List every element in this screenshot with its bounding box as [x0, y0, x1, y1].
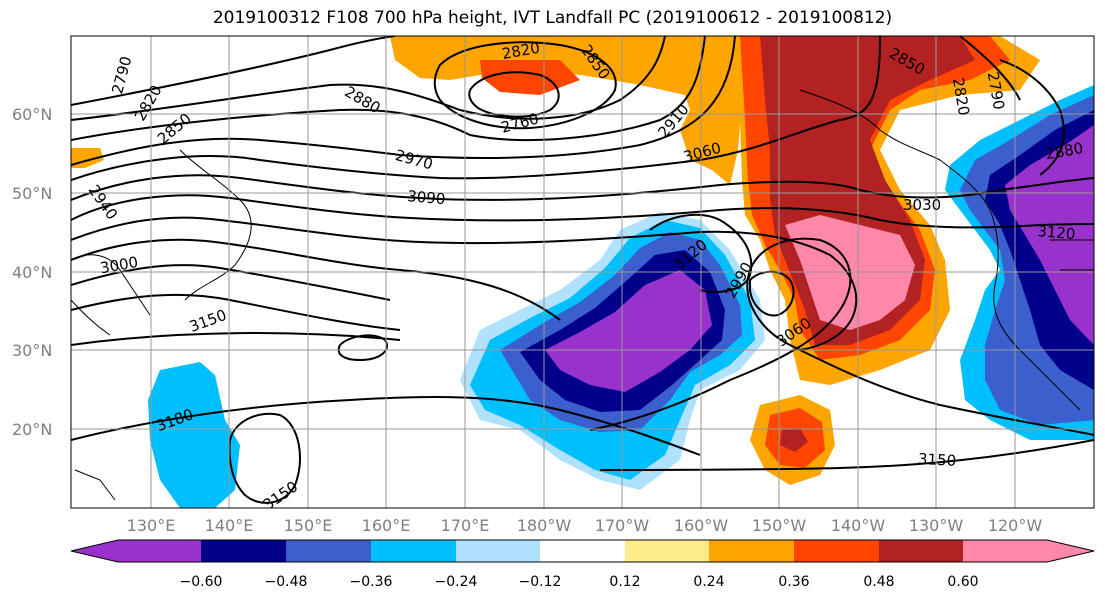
colorbar-tick-label: 0.60 [947, 574, 978, 590]
lon-label: 180°W [517, 516, 572, 535]
lon-label: 130°W [909, 516, 964, 535]
colorbar-segment [963, 540, 1094, 562]
colorbar-segment [371, 540, 456, 562]
colorbar-segment [540, 540, 625, 562]
colorbar-segment [794, 540, 879, 562]
map-frame [70, 35, 1095, 509]
lat-label: 40°N [12, 263, 52, 282]
lon-label: 140°E [205, 516, 254, 535]
colorbar-segment [456, 540, 540, 562]
lon-label: 150°W [752, 516, 807, 535]
colorbar [70, 539, 1095, 563]
lon-label: 130°E [127, 516, 176, 535]
contour-label: 3120 [1036, 222, 1076, 243]
colorbar-tick-label: 0.48 [863, 574, 894, 590]
colorbar-tick-label: −0.48 [265, 574, 308, 590]
lon-label: 150°E [284, 516, 333, 535]
contour-label: 3090 [406, 187, 446, 208]
lat-label: 20°N [12, 420, 52, 439]
lat-label: 60°N [12, 105, 52, 124]
gridlines [71, 36, 1094, 508]
colorbar-tick-label: −0.36 [350, 574, 393, 590]
colorbar-tick-label: −0.60 [180, 574, 223, 590]
lon-label: 170°E [441, 516, 490, 535]
contour-label: 3150 [918, 450, 957, 470]
colorbar-segment [201, 540, 286, 562]
colorbar-segment [879, 540, 963, 562]
lon-label: 120°W [988, 516, 1043, 535]
contour-label: 3030 [903, 196, 941, 214]
colorbar-tick-label: 0.24 [693, 574, 724, 590]
colorbar-segment [286, 540, 371, 562]
negative-ivt-region-southwest [148, 362, 240, 508]
lon-label: 160°E [362, 516, 411, 535]
lon-label: 140°W [831, 516, 886, 535]
colorbar-segment [625, 540, 709, 562]
lon-label: 170°W [595, 516, 650, 535]
colorbar-tick-label: −0.12 [519, 574, 562, 590]
colorbar-tick-label: 0.36 [778, 574, 809, 590]
colorbar-outline [70, 539, 1095, 563]
colorbar-tick-label: −0.24 [435, 574, 478, 590]
lat-label: 30°N [12, 341, 52, 360]
longitude-labels: 130°E 140°E 150°E 160°E 170°E 180°W 170°… [127, 516, 1043, 535]
positive-ivt-region-east [735, 36, 1040, 385]
lat-label: 50°N [12, 184, 52, 203]
lon-label: 160°W [674, 516, 729, 535]
latitude-labels: 60°N 50°N 40°N 30°N 20°N [12, 105, 52, 439]
colorbar-segment [709, 540, 794, 562]
positive-ivt-region-hawaii [750, 395, 835, 485]
colorbar-tick-label: 0.12 [609, 574, 640, 590]
map-title: 2019100312 F108 700 hPa height, IVT Land… [212, 8, 893, 28]
colorbar-segment [71, 540, 201, 562]
colorbar-tick-labels: −0.60 −0.48 −0.36 −0.24 −0.12 0.12 0.24 … [180, 574, 979, 590]
